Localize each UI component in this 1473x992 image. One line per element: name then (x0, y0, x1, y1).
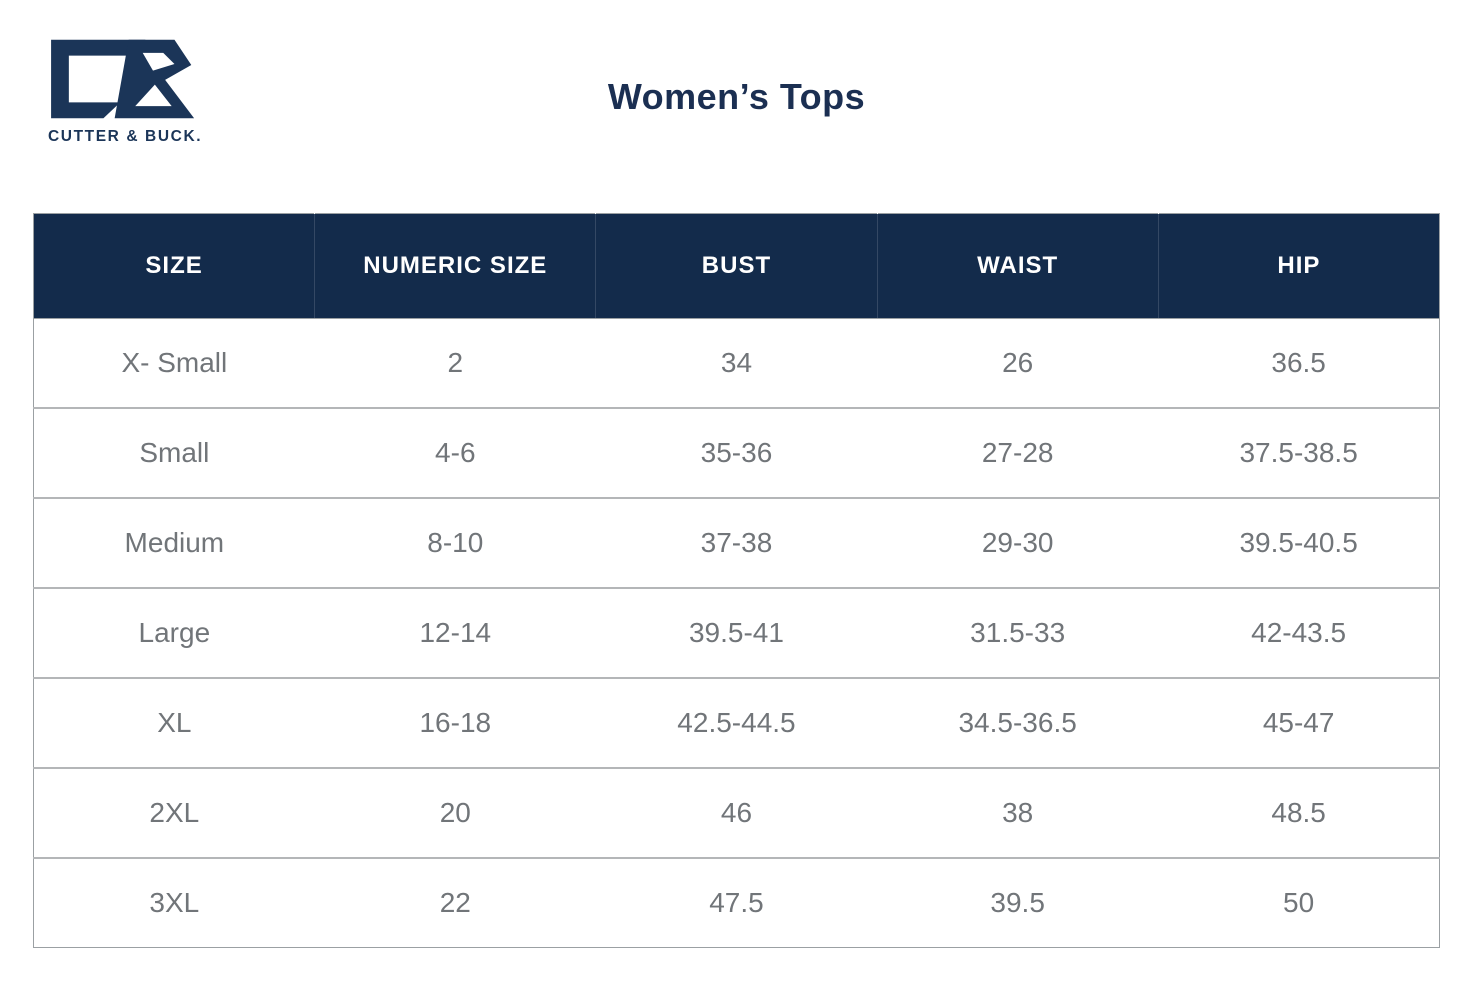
table-row-medium: Medium 8-10 37-38 29-30 39.5-40.5 (33, 497, 1440, 588)
measurement-cell: 48.5 (1158, 767, 1440, 858)
column-header-numeric-size: NUMERIC SIZE (314, 213, 597, 319)
table-row-x-small: X- Small 2 34 26 36.5 (33, 318, 1440, 408)
measurement-cell: 37-38 (595, 497, 878, 588)
table-row-2xl: 2XL 20 46 38 48.5 (33, 767, 1440, 858)
table-row-3xl: 3XL 22 47.5 39.5 50 (33, 857, 1440, 948)
table-row-xl: XL 16-18 42.5-44.5 34.5-36.5 45-47 (33, 677, 1440, 768)
measurement-cell: 16-18 (314, 677, 596, 768)
size-chart-table-container: SIZE NUMERIC SIZE BUST WAIST HIP X- Small 2 34… (33, 213, 1440, 948)
measurement-cell: 50 (1158, 857, 1440, 948)
brand-wordmark: CUTTER & BUCK. (48, 128, 203, 145)
measurement-cell: 39.5-40.5 (1158, 497, 1440, 588)
size-label-cell: 3XL (33, 857, 315, 948)
page-title: Women’s Tops (607, 76, 866, 117)
column-header-bust: BUST (595, 213, 878, 319)
measurement-cell: 36.5 (1158, 318, 1440, 408)
table-row-small: Small 4-6 35-36 27-28 37.5-38.5 (33, 407, 1440, 498)
measurement-cell: 34.5-36.5 (877, 677, 1159, 768)
measurement-cell: 37.5-38.5 (1158, 407, 1440, 498)
size-label-cell: X- Small (33, 318, 315, 408)
measurement-cell: 46 (595, 767, 878, 858)
size-label-cell: XL (33, 677, 315, 768)
measurement-cell: 31.5-33 (877, 587, 1159, 678)
size-label-cell: Large (33, 587, 315, 678)
size-label-cell: Small (33, 407, 315, 498)
measurement-cell: 26 (877, 318, 1159, 408)
measurement-cell: 34 (595, 318, 878, 408)
measurement-cell: 4-6 (314, 407, 596, 498)
size-chart-table: SIZE NUMERIC SIZE BUST WAIST HIP X- Small 2 34… (33, 213, 1440, 948)
measurement-cell: 8-10 (314, 497, 596, 588)
measurement-cell: 12-14 (314, 587, 596, 678)
measurement-cell: 38 (877, 767, 1159, 858)
measurement-cell: 29-30 (877, 497, 1159, 588)
size-label-cell: 2XL (33, 767, 315, 858)
measurement-cell: 39.5-41 (595, 587, 878, 678)
measurement-cell: 22 (314, 857, 596, 948)
measurement-cell: 2 (314, 318, 596, 408)
brand-logo: CUTTER & BUCK. (48, 36, 203, 146)
size-label-cell: Medium (33, 497, 315, 588)
column-header-hip: HIP (1158, 213, 1440, 319)
measurement-cell: 39.5 (877, 857, 1159, 948)
column-header-waist: WAIST (877, 213, 1159, 319)
measurement-cell: 42-43.5 (1158, 587, 1440, 678)
measurement-cell: 27-28 (877, 407, 1159, 498)
table-header-row: SIZE NUMERIC SIZE BUST WAIST HIP (33, 213, 1440, 319)
measurement-cell: 47.5 (595, 857, 878, 948)
measurement-cell: 42.5-44.5 (595, 677, 878, 768)
measurement-cell: 35-36 (595, 407, 878, 498)
measurement-cell: 20 (314, 767, 596, 858)
column-header-size: SIZE (33, 213, 316, 319)
cutter-buck-cb-monogram-icon (48, 36, 200, 122)
table-row-large: Large 12-14 39.5-41 31.5-33 42-43.5 (33, 587, 1440, 678)
measurement-cell: 45-47 (1158, 677, 1440, 768)
